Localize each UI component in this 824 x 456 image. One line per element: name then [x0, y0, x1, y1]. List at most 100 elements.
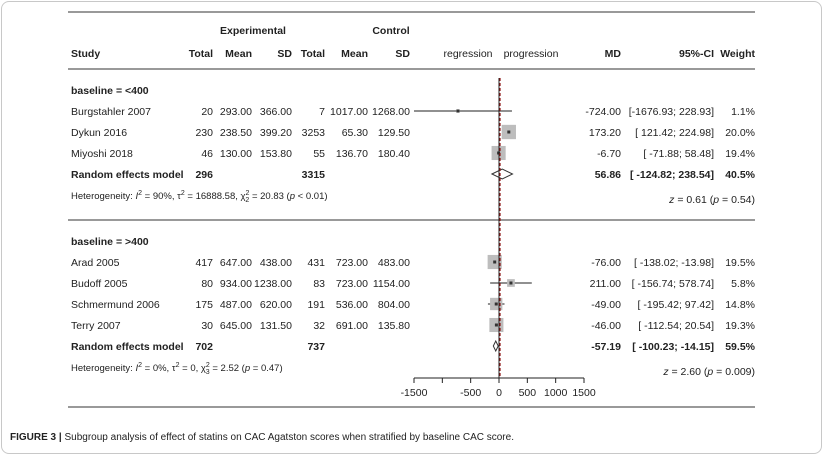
- pooled-c-total: 3315: [302, 169, 326, 181]
- study-c-sd: 1268.00: [372, 106, 410, 118]
- col-exp-total: Total: [189, 48, 213, 60]
- study-c-total: 3253: [302, 127, 326, 139]
- study-md: -49.00: [591, 299, 621, 311]
- study-name: Schmermund 2006: [71, 299, 160, 311]
- study-c-total: 83: [313, 278, 325, 290]
- col-ctrl-total: Total: [301, 48, 325, 60]
- z-test-text: z = 0.61 (p = 0.54): [668, 194, 755, 206]
- study-ci: [ -156.74; 578.74]: [632, 278, 714, 290]
- pooled-weight: 59.5%: [725, 341, 755, 353]
- study-ci: [ -112.54; 20.54]: [638, 320, 714, 332]
- heterogeneity-text: Heterogeneity: I2 = 0%, τ2 = 0, χ2 3 = 2.…: [71, 362, 283, 376]
- study-md: 211.00: [590, 278, 621, 290]
- study-c-mean: 65.30: [342, 127, 368, 139]
- study-name: Terry 2007: [71, 320, 121, 332]
- col-study: Study: [71, 48, 100, 60]
- pooled-ci: [ -100.23; -14.15]: [632, 341, 714, 353]
- z-test-text: z = 2.60 (p = 0.009): [662, 366, 755, 378]
- heterogeneity-text: Heterogeneity: I2 = 90%, τ2 = 16888.58, …: [71, 190, 328, 204]
- study-e-total: 417: [195, 257, 213, 269]
- study-ci: [ -138.02; -13.98]: [634, 257, 714, 269]
- tick-label: 500: [519, 387, 537, 399]
- pooled-diamond: [490, 168, 514, 180]
- pooled-e-total: 296: [195, 169, 213, 181]
- study-ci: [ 121.42; 224.98]: [635, 127, 714, 139]
- tick-label: 0: [496, 387, 502, 399]
- study-c-mean: 723.00: [336, 257, 368, 269]
- pooled-md: 56.86: [595, 169, 621, 181]
- study-e-mean: 487.00: [220, 299, 252, 311]
- study-weight: 19.5%: [725, 257, 755, 269]
- study-ci: [-1676.93; 228.93]: [629, 106, 714, 118]
- study-c-sd: 129.50: [378, 127, 410, 139]
- study-e-sd: 1238.00: [254, 278, 292, 290]
- study-weight: 5.8%: [731, 278, 755, 290]
- pooled-md: -57.19: [591, 341, 621, 353]
- study-e-sd: 438.00: [260, 257, 292, 269]
- study-c-sd: 180.40: [378, 148, 410, 160]
- x-axis: -1500 -500 0 500 1000 1500: [401, 377, 596, 399]
- study-c-sd: 804.00: [378, 299, 410, 311]
- study-name: Miyoshi 2018: [71, 148, 133, 160]
- tick-label: 1000: [544, 387, 568, 399]
- study-e-mean: 647.00: [220, 257, 252, 269]
- tick-label: 1500: [572, 387, 596, 399]
- point-estimate: [494, 302, 498, 306]
- pooled-label: Random effects model: [71, 169, 184, 181]
- study-weight: 19.4%: [725, 148, 755, 160]
- study-c-total: 32: [313, 320, 325, 332]
- tick-label: -500: [460, 387, 481, 399]
- study-name: Arad 2005: [71, 257, 120, 269]
- study-e-total: 30: [201, 320, 213, 332]
- pooled-ci: [ -124.82; 238.54]: [630, 169, 714, 181]
- study-e-total: 80: [201, 278, 213, 290]
- study-weight: 14.8%: [725, 299, 755, 311]
- study-c-total: 7: [319, 106, 325, 118]
- col-exp-mean: Mean: [225, 48, 252, 60]
- study-c-total: 431: [307, 257, 325, 269]
- study-e-total: 175: [195, 299, 213, 311]
- study-md: -76.00: [591, 257, 621, 269]
- experimental-header: Experimental: [220, 25, 286, 37]
- forest-marks: [414, 78, 532, 378]
- study-ci: [ -71.88; 58.48]: [643, 148, 714, 160]
- study-e-sd: 131.50: [260, 320, 292, 332]
- study-ci: [ -195.42; 97.42]: [638, 299, 715, 311]
- study-weight: 1.1%: [731, 106, 755, 118]
- study-e-mean: 934.00: [220, 278, 252, 290]
- study-md: -724.00: [585, 106, 621, 118]
- forest-plot: Experimental Control Study Total Mean SD…: [68, 11, 756, 408]
- study-c-mean: 536.00: [336, 299, 368, 311]
- figure-caption: FIGURE 3 | Subgroup analysis of effect o…: [10, 430, 810, 446]
- study-c-mean: 723.00: [336, 278, 368, 290]
- subgroup-label: baseline = <400: [71, 85, 149, 97]
- study-c-mean: 136.70: [336, 148, 368, 160]
- study-e-mean: 645.00: [220, 320, 252, 332]
- col-md: MD: [605, 48, 622, 60]
- study-c-total: 191: [307, 299, 325, 311]
- study-e-sd: 620.00: [260, 299, 292, 311]
- study-c-mean: 691.00: [336, 320, 368, 332]
- study-md: -6.70: [597, 148, 621, 160]
- col-ci: 95%-CI: [679, 48, 714, 60]
- study-c-total: 55: [313, 148, 325, 160]
- subgroup-label: baseline = >400: [71, 236, 149, 248]
- control-header: Control: [372, 25, 409, 37]
- pooled-diamond: [492, 339, 499, 353]
- point-estimate: [507, 130, 511, 134]
- study-c-sd: 135.80: [378, 320, 410, 332]
- figure-caption-label: FIGURE 3 |: [10, 432, 62, 443]
- study-c-sd: 1154.00: [373, 278, 410, 290]
- col-ctrl-sd: SD: [395, 48, 410, 60]
- study-c-mean: 1017.00: [330, 106, 368, 118]
- study-name: Dykun 2016: [71, 127, 127, 139]
- study-e-mean: 130.00: [220, 148, 252, 160]
- study-e-mean: 293.00: [220, 106, 252, 118]
- pooled-weight: 40.5%: [725, 169, 755, 181]
- col-progression: progression: [504, 48, 559, 60]
- forest-rows: baseline = <400 Burgstahler 2007 20 293.00 3…: [71, 85, 756, 378]
- col-exp-sd: SD: [277, 48, 292, 60]
- point-estimate: [509, 281, 513, 285]
- study-e-sd: 399.20: [260, 127, 292, 139]
